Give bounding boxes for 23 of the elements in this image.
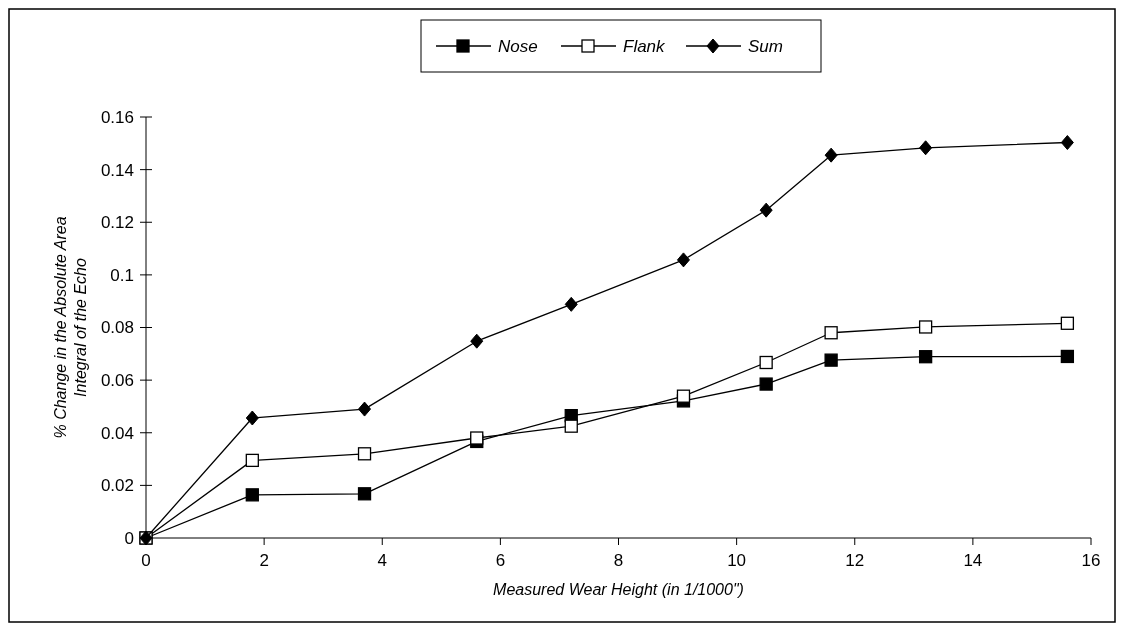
x-tick-label: 4 [377, 551, 387, 570]
y-tick-label: 0.06 [100, 371, 134, 391]
y-tick-label: 0 [124, 528, 134, 548]
legend-label: Sum [748, 36, 783, 56]
y-tick-label: 0.12 [100, 213, 134, 233]
y-tick-label: 0.02 [100, 476, 134, 496]
x-tick-label: 6 [495, 551, 506, 570]
y-tick-label: 0.1 [110, 265, 134, 285]
y-tick-label: 0.14 [100, 160, 134, 180]
y-axis-title: % Change in the Absolute Area Integral of the Echo [52, 216, 89, 439]
x-tick-label: 0 [141, 551, 151, 570]
x-tick-label: 2 [259, 551, 269, 570]
y-tick-label: 0.08 [100, 318, 134, 338]
legend-label: Flank [623, 36, 667, 56]
x-tick-label: 14 [963, 551, 983, 570]
legend-label: Nose [498, 36, 538, 56]
x-tick-label: 16 [1081, 551, 1101, 570]
x-tick-label: 10 [727, 551, 747, 570]
y-tick-label: 0.04 [100, 423, 134, 443]
y-tick-label: 0.16 [100, 107, 134, 127]
x-axis-title: Measured Wear Height (in 1/1000") [493, 581, 744, 598]
x-tick-label: 8 [613, 551, 624, 570]
x-tick-label: 12 [845, 551, 865, 570]
